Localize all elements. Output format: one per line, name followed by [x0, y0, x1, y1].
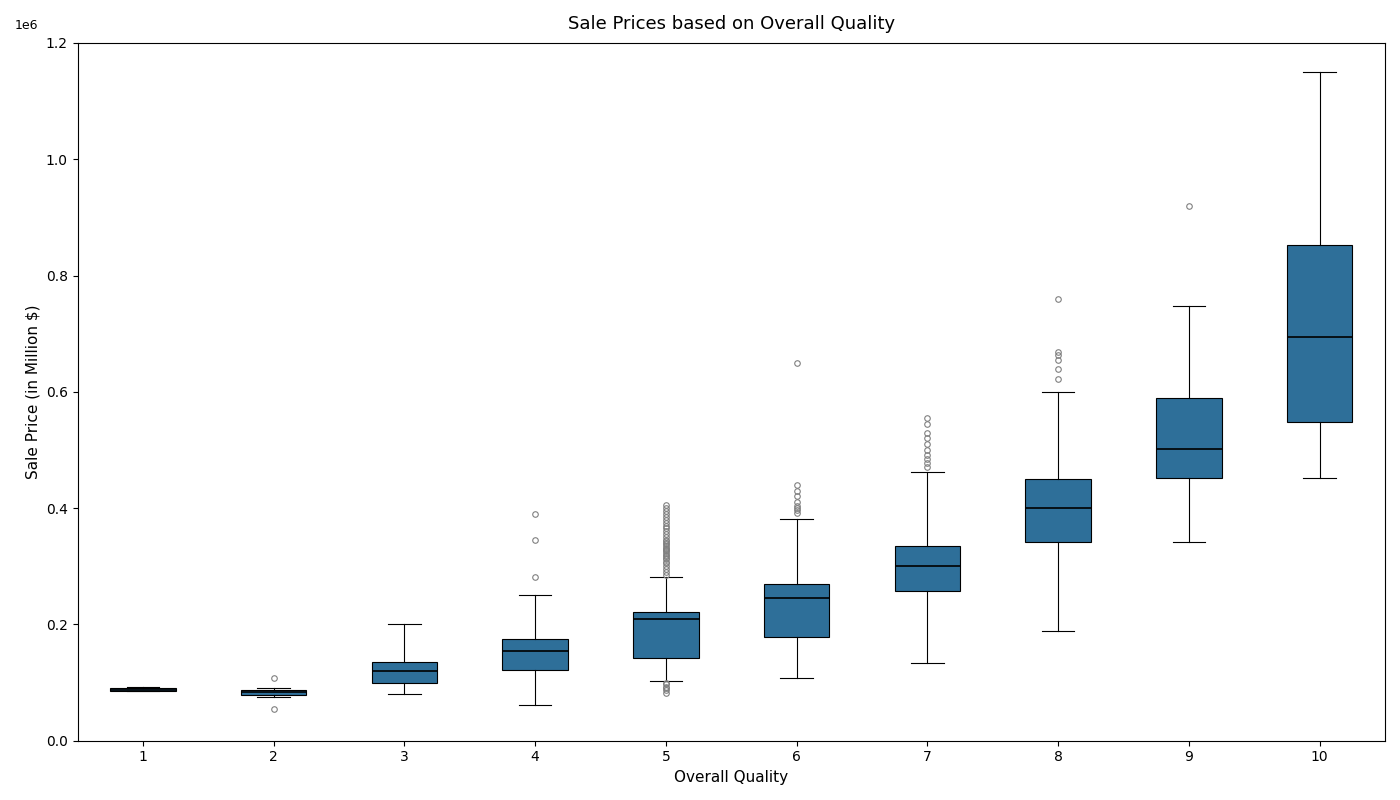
PathPatch shape	[895, 546, 960, 590]
Y-axis label: Sale Price (in Million $): Sale Price (in Million $)	[25, 305, 41, 479]
PathPatch shape	[371, 662, 437, 682]
PathPatch shape	[1025, 479, 1091, 542]
Text: 1e6: 1e6	[15, 18, 39, 32]
PathPatch shape	[633, 612, 699, 658]
PathPatch shape	[764, 584, 829, 638]
PathPatch shape	[241, 690, 307, 695]
PathPatch shape	[111, 688, 175, 690]
X-axis label: Overall Quality: Overall Quality	[675, 770, 788, 785]
PathPatch shape	[503, 639, 568, 670]
Title: Sale Prices based on Overall Quality: Sale Prices based on Overall Quality	[567, 15, 895, 33]
PathPatch shape	[1156, 398, 1222, 478]
PathPatch shape	[1287, 246, 1352, 422]
